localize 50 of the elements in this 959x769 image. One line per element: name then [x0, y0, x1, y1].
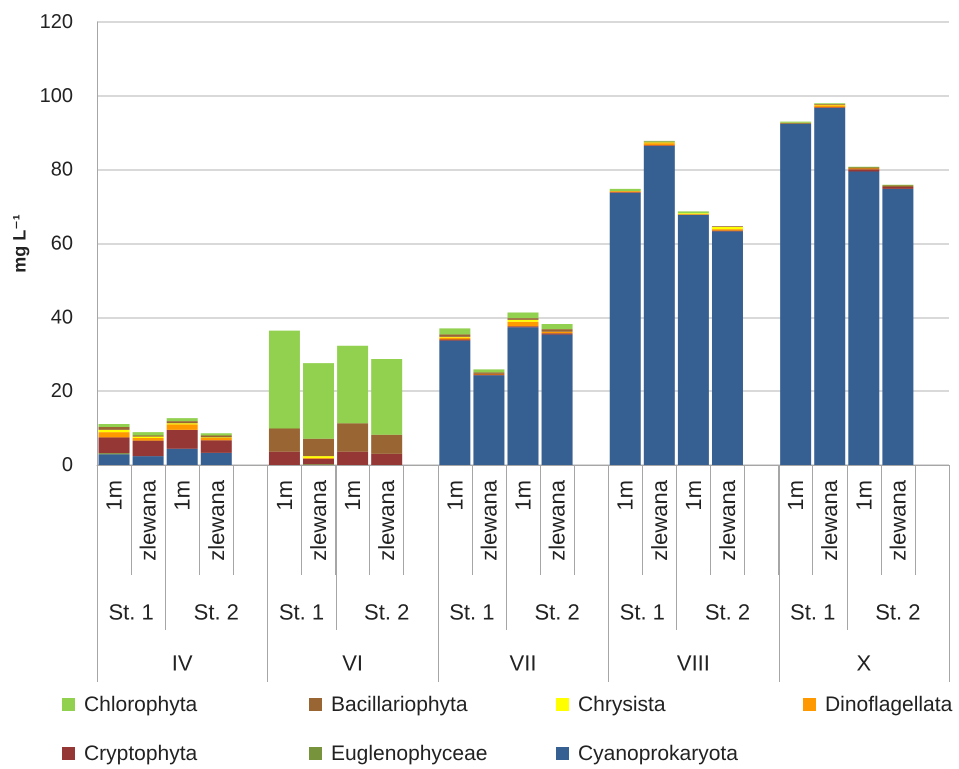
legend-label: Cyanoprokaryota [578, 742, 738, 765]
legend-label: Euglenophyceae [331, 742, 488, 765]
legend-label: Bacillariophyta [331, 693, 468, 716]
x-tick-label: 1m [680, 480, 706, 511]
text: IV [172, 650, 193, 676]
x-tick-label: zlewana [885, 479, 910, 561]
text: St. 1 [449, 600, 495, 624]
y-tick-label: 100 [40, 84, 73, 107]
y-tick-label: 60 [50, 232, 73, 254]
x-tick-label: zlewana [714, 479, 740, 561]
x-tick-label: zlewana [374, 479, 400, 561]
text: St. 2 [875, 600, 921, 624]
text: VIII [676, 650, 710, 676]
text: St. 2 [534, 600, 580, 624]
y-axis-title: mg L⁻¹ [10, 214, 30, 273]
y-tick-label: 0 [62, 454, 73, 476]
text: St. 1 [278, 600, 324, 624]
text: St. 1 [790, 600, 836, 624]
text: St. 2 [704, 600, 750, 624]
text: St. 1 [108, 600, 154, 624]
x-tick-label: 1m [612, 480, 638, 511]
legend-label: Chlorophyta [84, 693, 198, 716]
x-tick-label: zlewana [646, 479, 672, 561]
text: St. 2 [194, 600, 239, 624]
x-tick-label: 1m [783, 480, 808, 511]
y-tick-label: 120 [40, 11, 73, 33]
x-tick-label: 1m [851, 480, 876, 511]
y-tick-label: 20 [50, 380, 73, 402]
x-tick-label: zlewana [544, 479, 570, 561]
x-tick-label: 1m [170, 480, 195, 511]
text: VI [342, 650, 363, 676]
legend-label: Dinoflagellata [825, 693, 953, 716]
x-tick-label: 1m [102, 480, 127, 511]
text: VII [510, 650, 536, 676]
legend-label: Chrysista [578, 693, 666, 716]
x-tick-label: zlewana [204, 479, 229, 561]
text: St. 2 [364, 600, 410, 624]
x-tick-label: zlewana [817, 479, 842, 561]
x-tick-label: zlewana [136, 479, 161, 561]
x-tick-label: 1m [340, 480, 366, 511]
text: X [856, 650, 872, 676]
x-tick-label: zlewana [476, 479, 502, 561]
legend-label: Cryptophyta [84, 742, 198, 765]
text: St. 1 [620, 600, 665, 624]
x-tick-label: 1m [510, 480, 536, 511]
y-tick-label: 40 [50, 306, 73, 328]
x-tick-label: 1m [442, 480, 468, 511]
x-tick-label: 1m [272, 480, 297, 511]
y-tick-label: 80 [50, 158, 73, 181]
x-tick-label: zlewana [306, 479, 332, 561]
